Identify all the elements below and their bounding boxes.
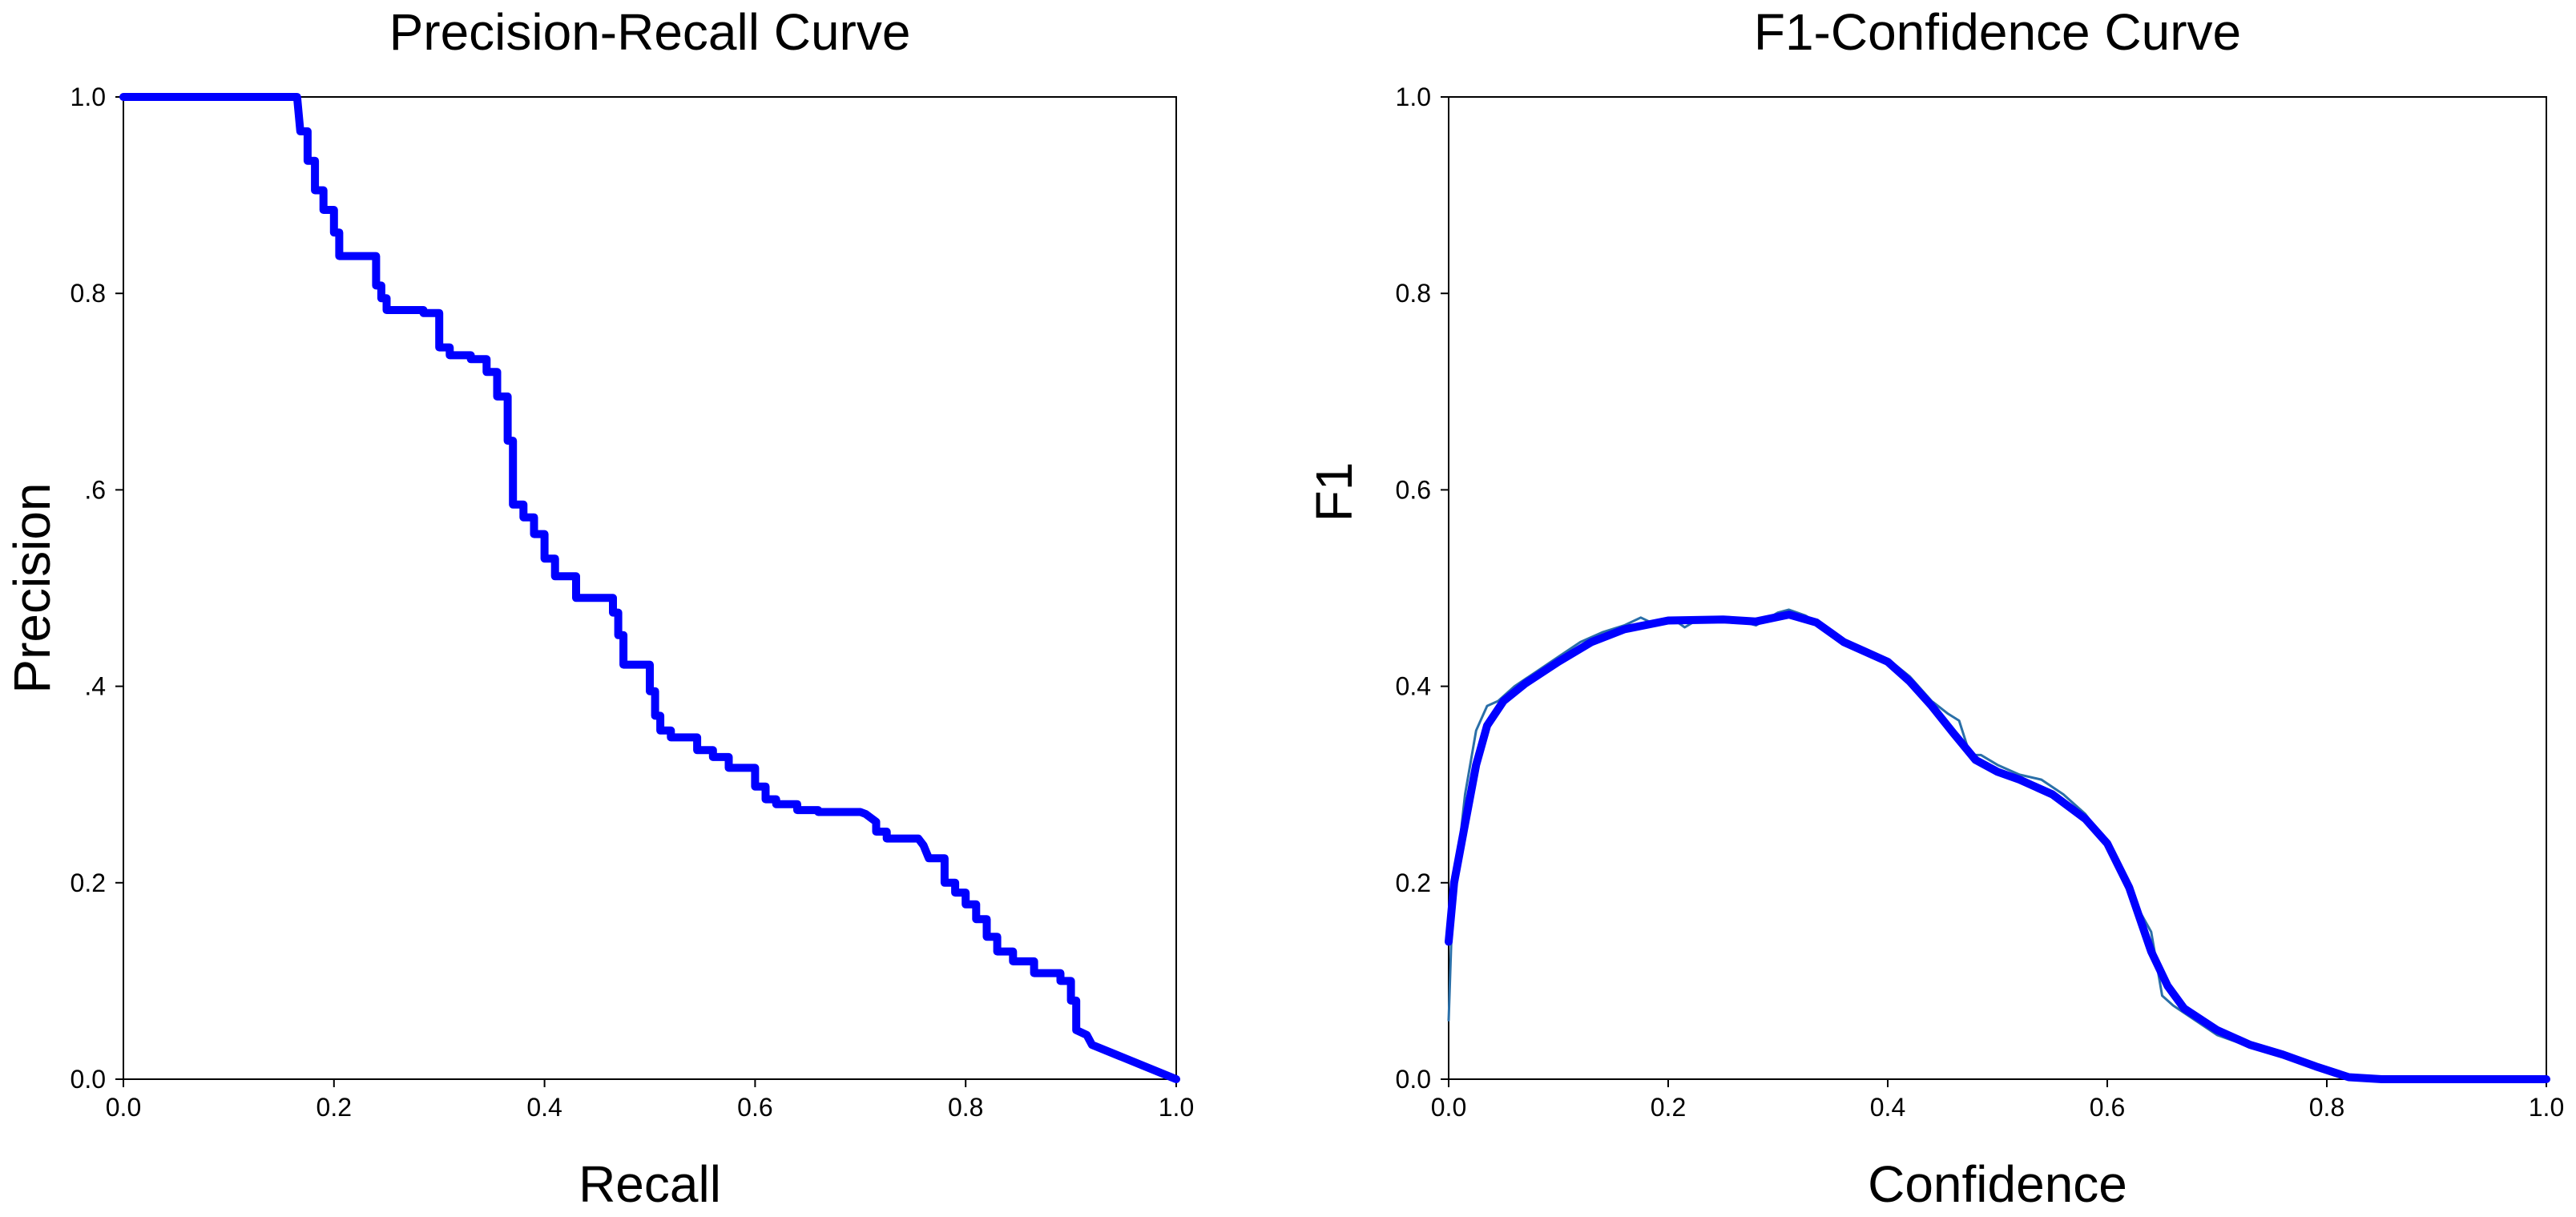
- plot-frame: [123, 96, 1177, 1080]
- y-tick-label: 1.0: [1396, 83, 1431, 111]
- series-line-1: [119, 93, 1180, 1083]
- y-tick-label: 0.8: [1396, 279, 1431, 308]
- y-tick-label: 0.2: [1396, 868, 1431, 897]
- x-tick-label: 0.2: [316, 1093, 352, 1122]
- plot-frame: [1448, 96, 2547, 1080]
- chart-title: Precision-Recall Curve: [389, 3, 911, 61]
- x-axis-label: Confidence: [1868, 1155, 2127, 1213]
- y-tick-label: 0.2: [71, 868, 106, 897]
- x-tick-label: 1.0: [2529, 1093, 2564, 1122]
- series-line-2: [1445, 611, 2550, 1083]
- x-tick-label: 0.8: [948, 1093, 983, 1122]
- x-tick-label: 0.2: [1651, 1093, 1686, 1122]
- x-tick-label: 0.4: [1870, 1093, 1905, 1122]
- chart-1: Precision-Recall Curve 0.0 0.2 0.4 0.6 0.8 1.0…: [3, 3, 1194, 1213]
- x-tick-label: 0.0: [106, 1093, 141, 1122]
- x-tick-label: 0.8: [2309, 1093, 2344, 1122]
- chart-2: F1-Confidence Curve 0.0 0.2 0.4 0.6 0.8 1.0 0.0…: [1305, 3, 2564, 1213]
- y-tick-label: 0.6: [1396, 475, 1431, 504]
- series-line-1: [1447, 608, 2548, 1081]
- y-tick-label: 1.0: [71, 83, 106, 111]
- y-tick-label: .4: [84, 672, 106, 701]
- y-tick-label: 0.8: [71, 279, 106, 308]
- x-axis-label: Recall: [578, 1155, 721, 1213]
- y-tick-label: 0.0: [71, 1065, 106, 1094]
- chart-title: F1-Confidence Curve: [1754, 3, 2241, 61]
- y-axis-label: F1: [1305, 462, 1363, 522]
- x-tick-label: 0.4: [526, 1093, 562, 1122]
- y-axis-label: Precision: [3, 482, 61, 693]
- y-tick-label: 0.4: [1396, 672, 1431, 701]
- x-tick-label: 0.6: [2090, 1093, 2125, 1122]
- x-tick-label: 1.0: [1159, 1093, 1194, 1122]
- x-tick-label: 0.0: [1431, 1093, 1466, 1122]
- x-tick-label: 0.6: [737, 1093, 772, 1122]
- y-tick-label: .6: [84, 475, 106, 504]
- y-tick-label: 0.0: [1396, 1065, 1431, 1094]
